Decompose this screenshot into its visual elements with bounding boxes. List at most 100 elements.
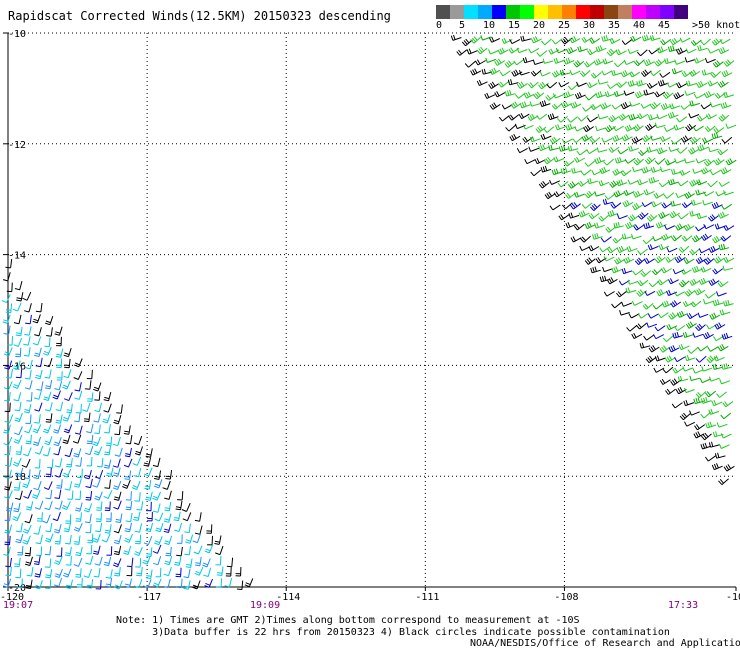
wind-barb [697, 144, 709, 152]
colorbar-label: 0 [436, 20, 443, 31]
wind-barb [594, 191, 606, 197]
wind-barb [22, 291, 32, 301]
wind-barb [33, 555, 41, 565]
wind-barb [54, 458, 63, 468]
wind-barb [56, 336, 62, 347]
wind-barb [659, 71, 671, 78]
wind-barb [605, 124, 616, 133]
wind-barb [64, 481, 73, 491]
wind-barb [15, 467, 24, 477]
wind-barb [145, 491, 153, 501]
wind-barb [684, 57, 696, 63]
wind-barb [644, 290, 656, 296]
wind-barb [579, 70, 591, 77]
wind-barb [711, 132, 723, 140]
wind-barb [540, 133, 552, 140]
wind-barb [143, 536, 153, 546]
wind-barb [621, 134, 633, 142]
wind-barb [558, 82, 570, 88]
wind-barb [505, 124, 516, 132]
wind-barb [522, 124, 534, 130]
wind-barb [688, 147, 700, 155]
wind-barb [4, 391, 11, 402]
wind-barb [466, 48, 478, 55]
wind-barb [557, 115, 568, 123]
wind-barb [43, 346, 52, 356]
wind-barb [82, 402, 91, 412]
wind-barb [3, 347, 13, 357]
wind-barb [658, 244, 670, 251]
wind-barb [134, 523, 143, 533]
wind-barb [175, 567, 182, 578]
wind-barb [711, 38, 723, 46]
wind-barb [647, 244, 659, 251]
wind-barb [67, 490, 74, 500]
wind-barb [600, 102, 612, 110]
wind-barb [720, 102, 732, 109]
wind-barb [641, 34, 653, 42]
wind-barb [631, 332, 643, 340]
wind-barb [638, 149, 649, 156]
wind-barb [654, 59, 666, 67]
wind-barb [3, 325, 11, 335]
wind-barb [709, 312, 721, 320]
wind-barb [75, 568, 82, 578]
wind-barb [95, 522, 103, 533]
wind-barb [94, 491, 103, 501]
wind-barb [5, 258, 13, 269]
wind-barb [667, 111, 679, 119]
wind-barb [662, 335, 674, 342]
wind-barb [703, 299, 714, 305]
wind-barb [24, 326, 32, 336]
wind-barb [33, 481, 42, 491]
wind-barb [538, 81, 549, 90]
wind-barb [641, 166, 653, 174]
wind-barb [650, 201, 662, 208]
wind-barb [93, 413, 101, 423]
wind-barb [54, 489, 62, 499]
wind-barb [32, 424, 42, 434]
wind-barb [558, 214, 570, 221]
wind-barb [124, 447, 132, 458]
wind-barb [216, 578, 222, 588]
wind-barb [635, 322, 647, 330]
wind-barb [634, 257, 646, 265]
wind-barb [15, 445, 23, 455]
wind-barb [34, 568, 42, 578]
wind-barb [513, 59, 525, 66]
wind-barb [44, 558, 52, 568]
wind-barb [660, 267, 672, 274]
wind-barb [658, 181, 670, 188]
wind-barb [23, 347, 31, 357]
wind-barb [125, 512, 133, 523]
wind-barb [646, 214, 658, 222]
wind-barb [484, 92, 496, 99]
wind-barb [23, 336, 31, 346]
wind-barb [723, 299, 734, 307]
wind-barb [723, 224, 735, 231]
wind-barb [546, 81, 558, 89]
wind-barb [543, 156, 555, 165]
wind-barb [700, 233, 712, 241]
wind-barb [672, 331, 683, 339]
wind-barb [504, 60, 516, 68]
wind-barb [669, 103, 681, 110]
wind-barb [75, 490, 82, 500]
wind-barb [476, 79, 488, 87]
wind-barb [666, 82, 678, 88]
wind-barb [581, 36, 593, 43]
wind-barb [116, 404, 123, 414]
wind-barb [708, 408, 720, 415]
wind-barb [528, 81, 539, 89]
wind-barb [596, 147, 608, 153]
wind-barb [225, 567, 232, 577]
wind-barb [685, 123, 697, 132]
wind-barb [551, 168, 563, 176]
wind-barb [4, 360, 13, 370]
wind-barb [576, 81, 587, 87]
wind-barb [94, 469, 104, 479]
wind-barb [94, 424, 101, 435]
wind-barb [663, 126, 675, 132]
wind-barb [722, 265, 734, 271]
wind-barb [45, 522, 53, 533]
